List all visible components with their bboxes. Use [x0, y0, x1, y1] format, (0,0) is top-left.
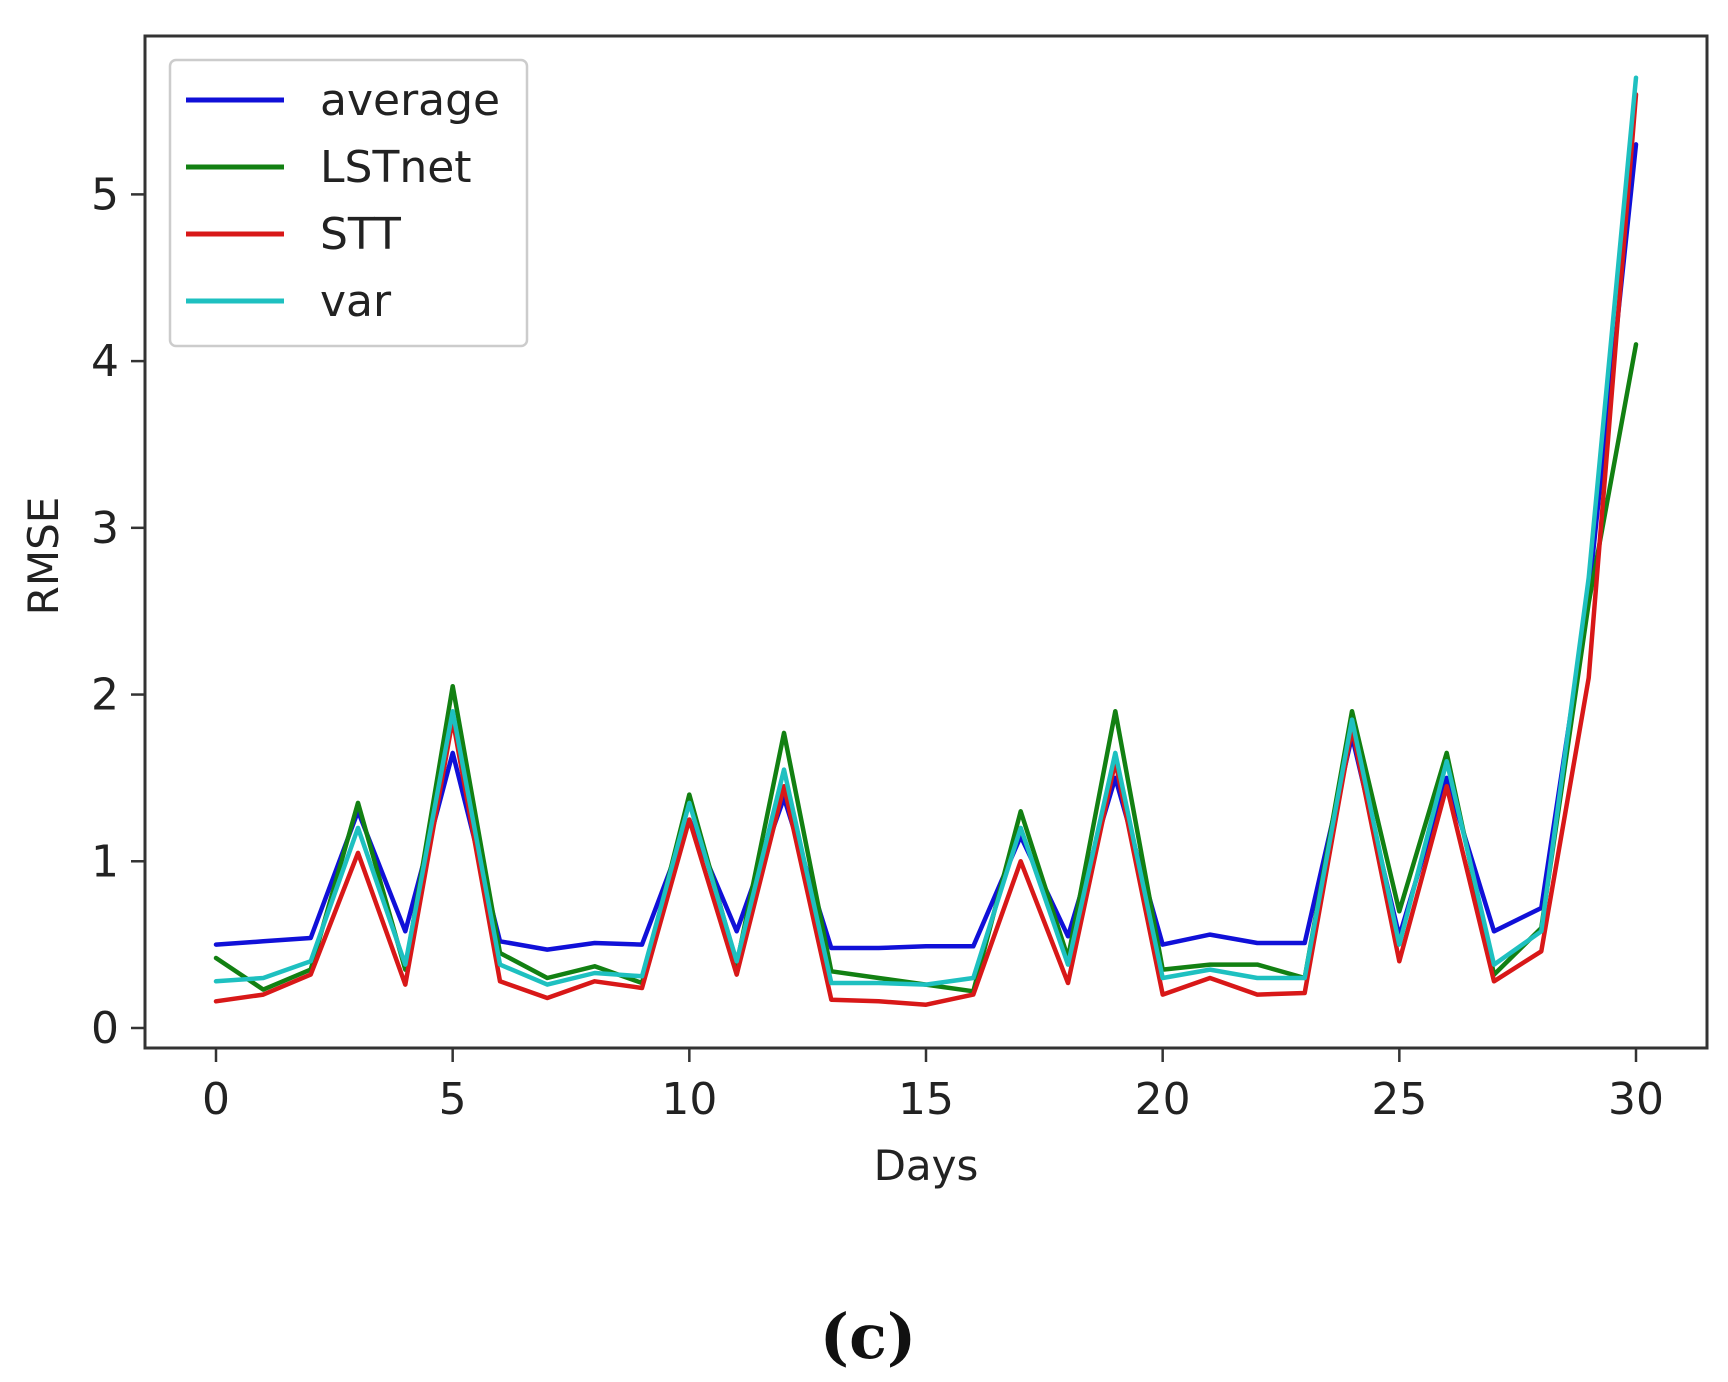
y-tick-label: 3	[91, 503, 119, 554]
legend-label-stt: STT	[320, 209, 401, 260]
legend-label-lstnet: LSTnet	[320, 142, 472, 193]
x-axis-label: Days	[874, 1141, 979, 1190]
legend-label-average: average	[320, 75, 500, 126]
legend-label-var: var	[320, 276, 392, 327]
plot-frame	[143, 34, 1709, 1050]
y-axis-label: RMSE	[19, 497, 68, 616]
x-tick-label: 0	[202, 1074, 230, 1125]
y-tick-label: 2	[91, 670, 119, 721]
y-tick-label: 5	[91, 169, 119, 220]
tick-layer: 0 5 10 15 20 25 30 0 1 2 3 4 5	[91, 169, 1664, 1125]
y-tick-label: 1	[91, 836, 119, 887]
x-tick-label: 25	[1371, 1074, 1427, 1125]
y-tick-label: 4	[91, 336, 119, 387]
x-tick-label: 20	[1135, 1074, 1191, 1125]
y-tick-label: 0	[91, 1003, 119, 1054]
x-tick-label: 5	[439, 1074, 467, 1125]
panel-label: (c)	[820, 1300, 916, 1373]
legend: average LSTnet STT var	[168, 58, 529, 348]
series-layer	[213, 75, 1639, 1007]
x-tick-label: 10	[661, 1074, 717, 1125]
legend-box	[168, 58, 529, 348]
series-line-var	[213, 75, 1639, 987]
x-tick-label: 30	[1608, 1074, 1664, 1125]
x-tick-label: 15	[898, 1074, 954, 1125]
legend-entries: average LSTnet STT var	[186, 75, 500, 327]
